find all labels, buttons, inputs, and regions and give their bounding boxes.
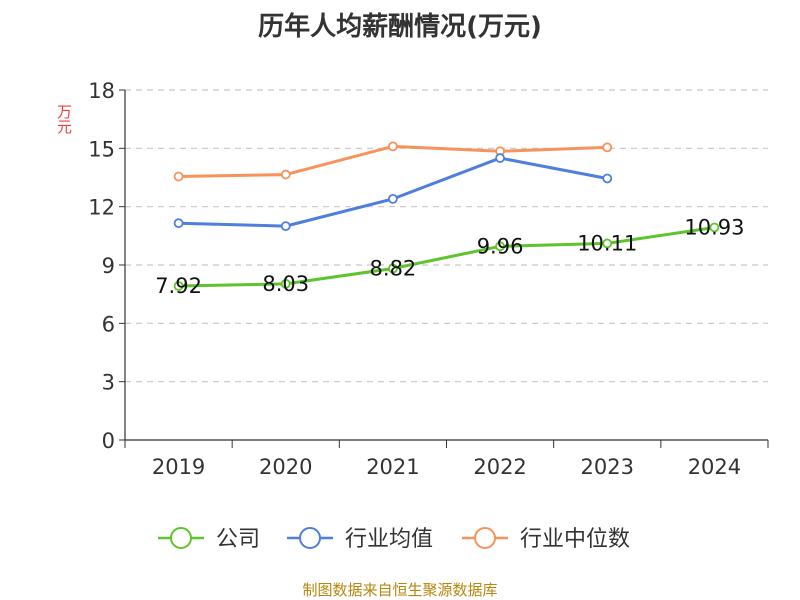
y-axis-unit-label: 万元 <box>55 104 73 134</box>
data-label: 10.93 <box>684 215 744 239</box>
x-tick-label: 2023 <box>581 455 634 479</box>
legend-marker <box>170 527 192 549</box>
series-lines <box>173 141 720 291</box>
source-note: 制图数据来自恒生聚源数据库 <box>302 581 498 599</box>
legend: 公司 行业均值 行业中位数 <box>158 527 630 552</box>
data-label: 8.03 <box>262 272 309 296</box>
data-point <box>280 221 291 232</box>
data-point <box>602 142 613 153</box>
data-point <box>173 218 184 229</box>
data-point <box>495 241 505 252</box>
legend-marker <box>474 527 496 549</box>
chart-title: 历年人均薪酬情况(万元) <box>258 12 542 42</box>
y-tick-label: 15 <box>88 137 115 161</box>
data-labels: 7.92 8.03 8.82 9.96 10.11 10.93 <box>155 215 744 298</box>
y-tick-label: 12 <box>88 196 115 220</box>
data-label: 8.82 <box>370 257 417 281</box>
data-point <box>173 171 184 182</box>
data-point <box>280 169 291 180</box>
legend-label: 行业中位数 <box>520 527 630 552</box>
y-tick-label: 6 <box>102 312 115 336</box>
legend-label: 行业均值 <box>345 527 433 552</box>
series-line-1 <box>178 156 608 228</box>
data-point <box>602 238 613 249</box>
y-tick-label: 18 <box>88 79 115 103</box>
data-point <box>388 141 398 152</box>
data-point <box>602 173 613 184</box>
legend-marker <box>299 527 321 549</box>
x-tick-label: 2021 <box>366 455 419 479</box>
data-point <box>280 278 291 289</box>
y-tick-label: 9 <box>102 254 115 278</box>
data-point <box>388 263 398 274</box>
data-label: 10.11 <box>577 231 637 255</box>
series-line-0 <box>178 225 715 288</box>
y-tick-label: 3 <box>102 371 115 395</box>
data-point <box>495 153 505 163</box>
legend-label: 公司 <box>216 527 260 552</box>
y-tick-label: 0 <box>102 429 115 453</box>
data-label: 7.92 <box>155 274 202 298</box>
data-label: 9.96 <box>477 234 524 258</box>
data-point <box>709 222 720 233</box>
x-tick-label: 2019 <box>152 455 205 479</box>
data-point <box>173 281 184 291</box>
grid-lines <box>125 89 768 383</box>
x-tick-label: 2024 <box>688 455 741 479</box>
data-point <box>388 193 398 204</box>
x-tick-label: 2022 <box>473 455 526 479</box>
x-tick-label: 2020 <box>259 455 312 479</box>
axes: 0 3 6 9 12 15 18 2019 2020 2021 2022 2023 2024 <box>88 79 769 479</box>
